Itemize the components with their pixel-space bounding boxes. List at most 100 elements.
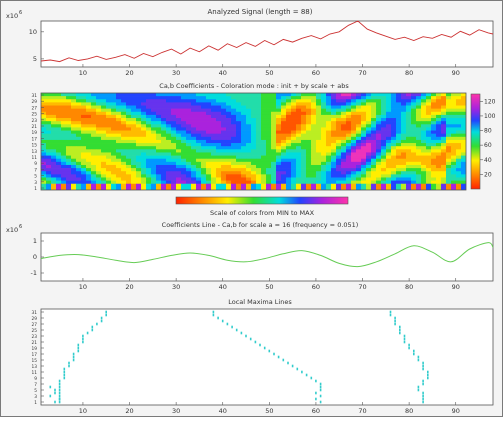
heatmap-cell (246, 121, 252, 125)
heatmap-cell (331, 118, 337, 122)
coefficients-y-tick-label: 27 (32, 105, 38, 111)
heatmap-cell (256, 105, 262, 109)
heatmap-cell (416, 161, 422, 166)
heatmap-cell (421, 102, 427, 106)
heatmap-cell (206, 168, 212, 172)
heatmap-cell (136, 146, 142, 150)
heatmap-cell (76, 105, 82, 109)
heatmap-cell (131, 152, 137, 156)
heatmap-cell (256, 127, 262, 131)
heatmap-cell (301, 161, 307, 166)
heatmap-cell (306, 149, 312, 153)
heatmap-cell (321, 96, 327, 100)
heatmap-cell (136, 152, 142, 156)
heatmap-cell (376, 96, 382, 100)
heatmap-cell (411, 121, 417, 125)
heatmap-cell (86, 155, 92, 160)
heatmap-cell (336, 171, 342, 175)
heatmap-cell (121, 114, 127, 119)
heatmap-cell (86, 93, 92, 97)
heatmap-cell (311, 174, 317, 178)
heatmap-cell (371, 121, 377, 125)
heatmap-cell (236, 183, 242, 188)
heatmap-cell (111, 108, 117, 113)
heatmap-cell (186, 186, 192, 190)
heatmap-cell (346, 174, 352, 178)
heatmap-cell (191, 118, 197, 122)
heatmap-cell (331, 152, 337, 156)
heatmap-cell (306, 183, 312, 188)
heatmap-cell (211, 168, 217, 172)
heatmap-cell (326, 161, 332, 166)
heatmap-cell (266, 124, 272, 128)
heatmap-cell (341, 102, 347, 106)
heatmap-cell (296, 177, 302, 181)
heatmap-cell (96, 143, 102, 147)
heatmap-cell (341, 108, 347, 113)
coefficients-y-tick-label: 23 (32, 118, 38, 124)
heatmap-cell (381, 155, 387, 160)
heatmap-cell (206, 121, 212, 125)
heatmap-cell (166, 93, 172, 97)
maxima-point (399, 325, 401, 329)
heatmap-cell (106, 133, 112, 138)
heatmap-cell (266, 127, 272, 131)
heatmap-cell (376, 158, 382, 163)
heatmap-cell (66, 127, 72, 131)
heatmap-cell (81, 130, 87, 134)
heatmap-cell (316, 133, 322, 138)
heatmap-cell (101, 164, 107, 169)
heatmap-cell (86, 139, 92, 144)
heatmap-cell (411, 133, 417, 138)
heatmap-cell (291, 93, 297, 97)
heatmap-cell (311, 108, 317, 113)
heatmap-cell (236, 93, 242, 97)
heatmap-cell (326, 93, 332, 97)
heatmap-cell (416, 174, 422, 178)
heatmap-cell (56, 105, 62, 109)
heatmap-cell (341, 111, 347, 116)
heatmap-cell (221, 136, 227, 141)
heatmap-cell (336, 127, 342, 131)
heatmap-cell (226, 136, 232, 141)
heatmap-cell (331, 99, 337, 103)
maxima-point (63, 373, 66, 377)
heatmap-cell (436, 174, 442, 178)
heatmap-cell (236, 186, 242, 190)
heatmap-cell (216, 152, 222, 156)
heatmap-cell (326, 146, 332, 150)
heatmap-cell (456, 99, 462, 103)
heatmap-cell (446, 121, 452, 125)
coefficient-line-panel: Coefficients Line - Ca,b for scale a = 1… (6, 221, 494, 291)
heatmap-cell (106, 127, 112, 131)
heatmap-cell (396, 171, 402, 175)
heatmap-cell (86, 108, 92, 113)
maxima-point (63, 367, 66, 371)
heatmap-cell (121, 186, 127, 190)
heatmap-cell (461, 139, 466, 144)
heatmap-cell (381, 114, 387, 119)
heatmap-cell (41, 171, 47, 175)
heatmap-cell (381, 161, 387, 166)
maxima-point (77, 349, 80, 353)
heatmap-cell (286, 180, 292, 185)
heatmap-cell (241, 102, 247, 106)
heatmap-cell (296, 127, 302, 131)
heatmap-cell (331, 108, 337, 113)
heatmap-cell (401, 155, 407, 160)
heatmap-cell (121, 133, 127, 138)
heatmap-cell (306, 108, 312, 113)
heatmap-cell (251, 127, 257, 131)
heatmap-cell (116, 180, 122, 185)
heatmap-cell (146, 105, 152, 109)
heatmap-cell (201, 93, 207, 97)
heatmap-cell (381, 133, 387, 138)
heatmap-cell (356, 149, 362, 153)
maxima-y-tick-label: 29 (32, 316, 38, 322)
heatmap-cell (456, 133, 462, 138)
signal-x-tick-label: 10 (79, 69, 87, 77)
heatmap-cell (181, 155, 187, 160)
heatmap-cell (401, 136, 407, 141)
heatmap-cell (366, 164, 372, 169)
heatmap-cell (141, 143, 147, 147)
